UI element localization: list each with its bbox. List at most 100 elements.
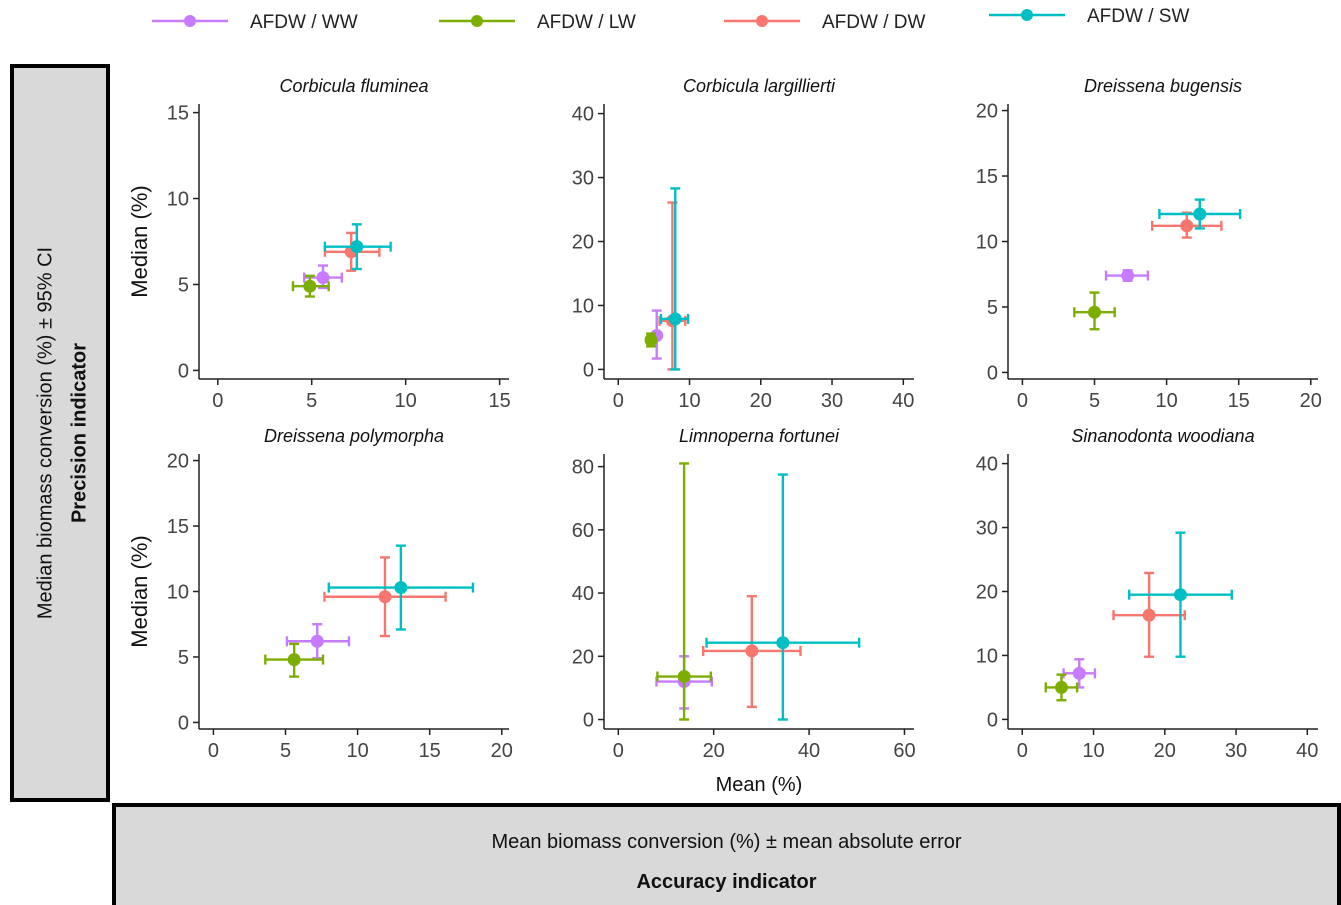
sinanodonta-woodiana-x-tick-label: 0 [1017, 740, 1028, 762]
limnoperna-fortunei-x-tick-label: 0 [613, 740, 624, 762]
dreissena-bugensis-afdw-sw-point [1193, 207, 1207, 221]
dreissena-bugensis-afdw-dw-point [1180, 219, 1194, 233]
precision-strip: Median biomass conversion (%) ± 95% CI P… [10, 64, 110, 802]
corbicula-fluminea-x-tick-label: 15 [488, 390, 510, 412]
legend-label-dw: AFDW / DW [822, 12, 926, 33]
corbicula-largillierti-x-tick-label: 20 [750, 390, 772, 412]
sinanodonta-woodiana-x-tick-label: 10 [1082, 740, 1104, 762]
corbicula-fluminea-x-tick-label: 0 [212, 390, 223, 412]
legend-key-ww [152, 15, 228, 27]
limnoperna-fortunei-x-tick-label: 40 [798, 740, 820, 762]
sinanodonta-woodiana-x-tick-label: 20 [1154, 740, 1176, 762]
legend-label-sw: AFDW / SW [1087, 6, 1190, 27]
dreissena-bugensis-x-tick-label: 20 [1300, 390, 1322, 412]
dreissena-polymorpha-y-tick-label: 15 [167, 516, 189, 538]
dreissena-bugensis-y-tick-label: 20 [976, 101, 998, 123]
dreissena-bugensis-x-tick-label: 15 [1228, 390, 1250, 412]
dreissena-polymorpha-y-tick-label: 0 [178, 712, 189, 734]
corbicula-largillierti-x-tick-label: 0 [613, 390, 624, 412]
precision-strip-title: Median biomass conversion (%) ± 95% CI [34, 246, 57, 620]
legend-item-ww: AFDW / WW [150, 6, 380, 36]
dreissena-polymorpha-panel: Dreissena polymorpha 0 5 10 15 20 0 5 10 15 20 Medi… [127, 426, 513, 762]
accuracy-strip: Mean biomass conversion (%) ± mean absol… [112, 803, 1341, 905]
sinanodonta-woodiana-afdw-sw-point [1173, 588, 1187, 602]
plot-grid: Corbicula fluminea 0 5 10 15 0 5 10 15 Median (%)… [112, 62, 1341, 800]
corbicula-fluminea-panel: Corbicula fluminea 0 5 10 15 0 5 10 15 Median (%) [127, 76, 511, 412]
sinanodonta-woodiana-y-tick-label: 20 [976, 582, 998, 604]
sinanodonta-woodiana-y-tick-label: 10 [976, 645, 998, 667]
dreissena-bugensis-y-tick-label: 10 [976, 232, 998, 254]
dreissena-bugensis-panel: Dreissena bugensis 0 5 10 15 20 0 5 10 15 20 [976, 76, 1322, 412]
facet-plots: Corbicula fluminea 0 5 10 15 0 5 10 15 Median (%)… [127, 76, 1322, 796]
legend: AFDW / WW AFDW / LW AFDW / DW AFDW / SW [0, 0, 1341, 44]
corbicula-fluminea-afdw-ww-point [316, 271, 330, 285]
dreissena-bugensis-x-tick-label: 0 [1017, 390, 1028, 412]
legend-item-sw: AFDW / SW [987, 0, 1217, 30]
dreissena-polymorpha-x-tick-label: 20 [491, 740, 513, 762]
dreissena-bugensis-y-tick-label: 0 [987, 362, 998, 384]
limnoperna-fortunei-x-axis-label: Mean (%) [716, 774, 803, 796]
legend-key-lw [439, 15, 515, 27]
limnoperna-fortunei-y-tick-label: 40 [572, 583, 594, 605]
dreissena-polymorpha-afdw-lw-point [287, 653, 301, 667]
dreissena-polymorpha-x-tick-label: 10 [346, 740, 368, 762]
limnoperna-fortunei-afdw-lw-point [677, 670, 691, 684]
corbicula-largillierti-afdw-lw-point [644, 333, 658, 347]
limnoperna-fortunei-title: Limnoperna fortunei [679, 426, 840, 446]
corbicula-largillierti-title: Corbicula largillierti [683, 76, 836, 96]
legend-item-lw: AFDW / LW [437, 6, 667, 36]
accuracy-indicator-label: Accuracy indicator [636, 871, 817, 893]
legend-label-ww: AFDW / WW [250, 12, 358, 33]
corbicula-fluminea-x-tick-label: 10 [395, 390, 417, 412]
legend-label-lw: AFDW / LW [537, 12, 636, 33]
dreissena-bugensis-afdw-lw-point [1088, 305, 1102, 319]
dreissena-polymorpha-x-tick-label: 0 [208, 740, 219, 762]
corbicula-largillierti-y-tick-label: 10 [572, 295, 594, 317]
dreissena-polymorpha-afdw-ww-point [310, 634, 324, 648]
limnoperna-fortunei-x-tick-label: 20 [703, 740, 725, 762]
corbicula-largillierti-y-tick-label: 30 [572, 168, 594, 190]
limnoperna-fortunei-y-tick-label: 60 [572, 520, 594, 542]
corbicula-largillierti-x-tick-label: 10 [678, 390, 700, 412]
limnoperna-fortunei-y-tick-label: 80 [572, 457, 594, 479]
corbicula-largillierti-y-tick-label: 40 [572, 104, 594, 126]
legend-key-dw [724, 15, 800, 27]
sinanodonta-woodiana-y-tick-label: 0 [987, 709, 998, 731]
corbicula-fluminea-y-tick-label: 5 [178, 274, 189, 296]
dreissena-bugensis-afdw-ww-point [1121, 269, 1135, 283]
sinanodonta-woodiana-panel: Sinanodonta woodiana 0 10 20 30 40 0 10 20 30 40 [976, 426, 1319, 762]
sinanodonta-woodiana-x-tick-label: 30 [1225, 740, 1247, 762]
sinanodonta-woodiana-afdw-ww-point [1072, 666, 1086, 680]
legend-marker-lw [471, 15, 483, 27]
dreissena-polymorpha-afdw-dw-point [378, 590, 392, 604]
legend-item-dw: AFDW / DW [722, 6, 952, 36]
dreissena-polymorpha-title: Dreissena polymorpha [264, 426, 444, 446]
corbicula-fluminea-title: Corbicula fluminea [279, 76, 428, 96]
sinanodonta-woodiana-title: Sinanodonta woodiana [1071, 426, 1254, 446]
dreissena-bugensis-y-tick-label: 15 [976, 166, 998, 188]
limnoperna-fortunei-x-tick-label: 60 [893, 740, 915, 762]
dreissena-polymorpha-y-tick-label: 10 [167, 582, 189, 604]
dreissena-polymorpha-x-tick-label: 5 [280, 740, 291, 762]
accuracy-strip-title: Mean biomass conversion (%) ± mean absol… [491, 831, 962, 853]
corbicula-largillierti-x-tick-label: 30 [821, 390, 843, 412]
limnoperna-fortunei-y-tick-label: 0 [583, 710, 594, 732]
legend-marker-ww [184, 15, 196, 27]
corbicula-largillierti-x-tick-label: 40 [892, 390, 914, 412]
sinanodonta-woodiana-y-tick-label: 30 [976, 518, 998, 540]
corbicula-fluminea-y-axis-label: Median (%) [127, 185, 152, 297]
dreissena-polymorpha-afdw-sw-point [394, 581, 408, 595]
corbicula-fluminea-x-tick-label: 5 [306, 390, 317, 412]
sinanodonta-woodiana-afdw-lw-point [1054, 680, 1068, 694]
legend-marker-dw [756, 15, 768, 27]
corbicula-largillierti-afdw-sw-point [668, 312, 682, 326]
dreissena-polymorpha-x-tick-label: 15 [419, 740, 441, 762]
dreissena-bugensis-x-tick-label: 10 [1155, 390, 1177, 412]
limnoperna-fortunei-afdw-sw-point [776, 636, 790, 650]
sinanodonta-woodiana-y-tick-label: 40 [976, 454, 998, 476]
corbicula-fluminea-y-tick-label: 0 [178, 360, 189, 382]
dreissena-bugensis-y-tick-label: 5 [987, 297, 998, 319]
precision-indicator-label: Precision indicator [68, 342, 91, 524]
limnoperna-fortunei-panel: Limnoperna fortunei 0 20 40 60 80 0 20 40 60 Mean … [572, 426, 916, 796]
dreissena-bugensis-title: Dreissena bugensis [1084, 76, 1242, 96]
